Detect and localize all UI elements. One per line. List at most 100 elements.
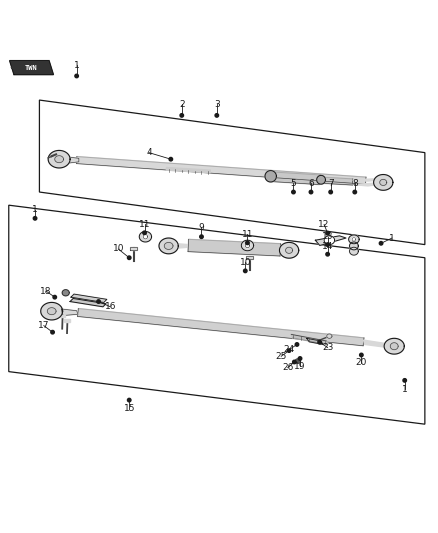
Text: 11: 11 bbox=[139, 220, 150, 229]
Circle shape bbox=[326, 231, 329, 235]
Circle shape bbox=[75, 74, 78, 78]
Text: 24: 24 bbox=[283, 345, 295, 354]
Polygon shape bbox=[139, 231, 152, 242]
Text: 2: 2 bbox=[179, 100, 184, 109]
Circle shape bbox=[379, 241, 383, 245]
Circle shape bbox=[326, 243, 329, 246]
Polygon shape bbox=[374, 174, 393, 190]
Polygon shape bbox=[64, 319, 70, 322]
Text: 10: 10 bbox=[113, 245, 124, 254]
Text: 1: 1 bbox=[402, 385, 408, 394]
Circle shape bbox=[360, 353, 363, 357]
Text: TWN: TWN bbox=[25, 64, 38, 71]
Text: 1: 1 bbox=[389, 233, 395, 243]
Polygon shape bbox=[350, 242, 358, 250]
Polygon shape bbox=[166, 167, 210, 173]
Polygon shape bbox=[41, 302, 63, 320]
Polygon shape bbox=[70, 298, 106, 307]
Circle shape bbox=[97, 300, 100, 303]
Polygon shape bbox=[352, 238, 356, 241]
Polygon shape bbox=[317, 175, 325, 184]
Polygon shape bbox=[315, 236, 346, 246]
Polygon shape bbox=[55, 156, 64, 163]
Text: 9: 9 bbox=[198, 223, 205, 231]
Polygon shape bbox=[246, 256, 253, 259]
Polygon shape bbox=[241, 240, 254, 251]
Text: 25: 25 bbox=[276, 352, 287, 361]
Polygon shape bbox=[271, 172, 320, 184]
Polygon shape bbox=[9, 205, 425, 424]
Text: 13: 13 bbox=[322, 232, 333, 241]
Circle shape bbox=[127, 256, 131, 260]
Polygon shape bbox=[353, 183, 381, 186]
Circle shape bbox=[309, 190, 313, 194]
Circle shape bbox=[298, 357, 302, 360]
Circle shape bbox=[53, 295, 57, 299]
Polygon shape bbox=[47, 308, 56, 314]
Polygon shape bbox=[39, 100, 425, 245]
Text: 1: 1 bbox=[74, 61, 80, 69]
Polygon shape bbox=[364, 340, 385, 347]
Circle shape bbox=[329, 190, 332, 194]
Circle shape bbox=[169, 157, 173, 161]
Circle shape bbox=[215, 114, 219, 117]
Text: 11: 11 bbox=[242, 230, 253, 239]
Text: 18: 18 bbox=[40, 287, 52, 295]
Polygon shape bbox=[71, 294, 107, 302]
Text: 26: 26 bbox=[282, 363, 293, 372]
Circle shape bbox=[51, 330, 54, 334]
Circle shape bbox=[295, 343, 299, 346]
Circle shape bbox=[403, 378, 406, 382]
Polygon shape bbox=[177, 244, 188, 248]
Polygon shape bbox=[327, 334, 332, 338]
Text: 16: 16 bbox=[105, 302, 116, 311]
Text: 23: 23 bbox=[322, 343, 333, 352]
Circle shape bbox=[293, 360, 296, 364]
Text: 3: 3 bbox=[214, 100, 220, 109]
Polygon shape bbox=[265, 171, 276, 182]
Polygon shape bbox=[307, 338, 323, 344]
Circle shape bbox=[143, 231, 146, 235]
Polygon shape bbox=[159, 238, 178, 254]
Polygon shape bbox=[62, 290, 69, 296]
Polygon shape bbox=[353, 179, 381, 181]
Polygon shape bbox=[380, 179, 387, 185]
Circle shape bbox=[33, 216, 37, 220]
Polygon shape bbox=[384, 338, 404, 354]
Polygon shape bbox=[60, 314, 65, 317]
Text: 4: 4 bbox=[146, 148, 152, 157]
Text: 7: 7 bbox=[328, 179, 334, 188]
Polygon shape bbox=[48, 150, 70, 168]
Polygon shape bbox=[279, 243, 299, 258]
Circle shape bbox=[246, 241, 249, 245]
Polygon shape bbox=[76, 157, 366, 184]
Text: 10: 10 bbox=[240, 257, 251, 266]
Polygon shape bbox=[143, 235, 148, 239]
Text: 1: 1 bbox=[32, 205, 38, 214]
Circle shape bbox=[244, 269, 247, 273]
Polygon shape bbox=[78, 309, 364, 346]
Text: 14: 14 bbox=[322, 242, 333, 251]
Text: 19: 19 bbox=[294, 362, 306, 371]
Text: 6: 6 bbox=[308, 179, 314, 188]
Polygon shape bbox=[10, 61, 53, 75]
Polygon shape bbox=[130, 247, 137, 251]
Text: 15: 15 bbox=[124, 405, 135, 414]
Text: 5: 5 bbox=[290, 179, 297, 188]
Polygon shape bbox=[188, 239, 281, 256]
Circle shape bbox=[180, 114, 184, 117]
Circle shape bbox=[318, 341, 321, 344]
Polygon shape bbox=[390, 343, 398, 350]
Polygon shape bbox=[350, 247, 358, 255]
Circle shape bbox=[326, 253, 329, 256]
Circle shape bbox=[200, 235, 203, 238]
Polygon shape bbox=[295, 359, 300, 364]
Polygon shape bbox=[164, 243, 173, 249]
Circle shape bbox=[353, 190, 357, 194]
Circle shape bbox=[287, 349, 291, 352]
Circle shape bbox=[127, 398, 131, 402]
Text: 8: 8 bbox=[352, 179, 358, 188]
Polygon shape bbox=[245, 243, 250, 248]
Polygon shape bbox=[286, 247, 293, 253]
Polygon shape bbox=[322, 177, 353, 185]
